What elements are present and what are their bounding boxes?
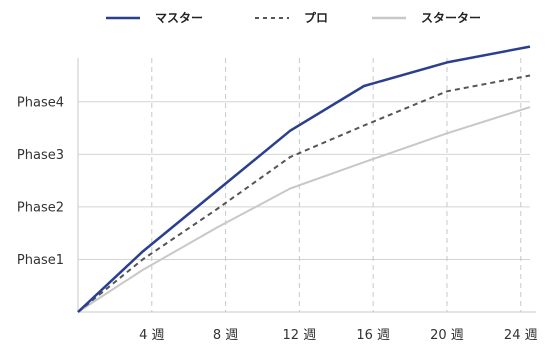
y-tick-label-3: Phase3	[17, 148, 64, 163]
x-tick-label-1: 4 週	[139, 328, 164, 343]
tick-labels: Phase1 Phase2 Phase3 Phase4 4 週 8 週 12 週 16 週 20…	[17, 95, 538, 343]
y-tick-label-4: Phase4	[17, 95, 64, 110]
legend-item-pro: プロ	[255, 10, 328, 25]
legend: マスター プロ スターター	[106, 10, 481, 25]
y-tick-label-2: Phase2	[17, 200, 64, 215]
series-line-starter	[77, 106, 531, 313]
x-tick-label-5: 20 週	[430, 328, 464, 343]
y-tick-label-1: Phase1	[17, 253, 64, 268]
series-group	[77, 45, 531, 313]
grid	[78, 58, 530, 312]
x-tick-label-6: 24 週	[504, 328, 538, 343]
x-tick-label-4: 16 週	[356, 328, 390, 343]
x-tick-label-2: 8 週	[213, 328, 238, 343]
series-line-pro	[77, 74, 531, 313]
x-tick-label-3: 12 週	[283, 328, 317, 343]
legend-label-starter: スターター	[421, 11, 481, 25]
legend-item-master: マスター	[106, 11, 203, 25]
legend-item-starter: スターター	[372, 11, 481, 25]
legend-label-pro: プロ	[304, 10, 328, 25]
legend-label-master: マスター	[155, 11, 203, 25]
series-line-master	[77, 45, 531, 313]
axes	[77, 58, 536, 313]
